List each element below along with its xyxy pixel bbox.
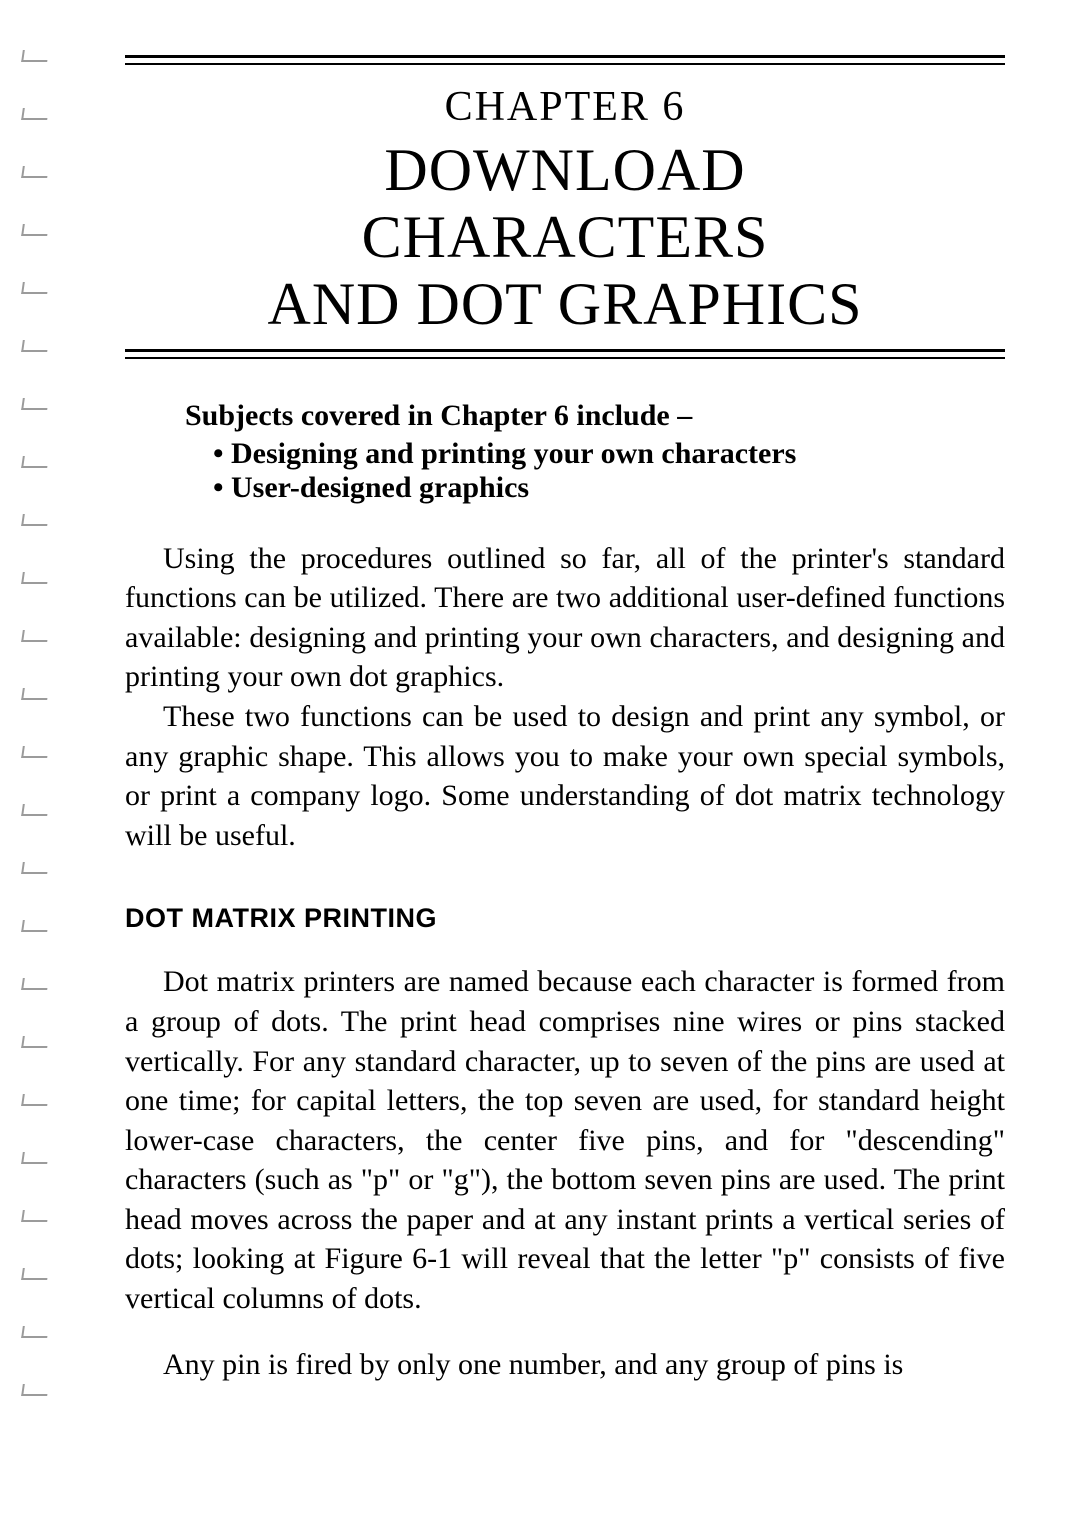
title-line-1: DOWNLOAD [125, 137, 1005, 204]
subjects-block: Subjects covered in Chapter 6 include – … [185, 399, 1005, 505]
content-area: CHAPTER 6 DOWNLOAD CHARACTERS AND DOT GR… [125, 55, 1005, 1384]
section-paragraph-2: Any pin is fired by only one number, and… [125, 1345, 1005, 1385]
title-line-2: CHARACTERS [125, 204, 1005, 271]
title-bottom-double-rule [125, 349, 1005, 359]
subjects-heading: Subjects covered in Chapter 6 include – [185, 399, 1005, 433]
title-line-3: AND DOT GRAPHICS [125, 271, 1005, 338]
intro-paragraph-2: These two functions can be used to desig… [125, 697, 1005, 855]
page: CHAPTER 6 DOWNLOAD CHARACTERS AND DOT GR… [0, 0, 1080, 1528]
top-double-rule [125, 55, 1005, 65]
subjects-item-1: Designing and printing your own characte… [213, 437, 1005, 471]
paragraph-gap [125, 1319, 1005, 1345]
section-paragraph-1: Dot matrix printers are named because ea… [125, 962, 1005, 1318]
chapter-label: CHAPTER 6 [125, 83, 1005, 131]
binding-marks [0, 0, 55, 1528]
subjects-item-2: User-designed graphics [213, 471, 1005, 505]
intro-paragraph-1: Using the procedures outlined so far, al… [125, 539, 1005, 697]
section-heading-dot-matrix: DOT MATRIX PRINTING [125, 903, 1005, 934]
subjects-list: Designing and printing your own characte… [185, 437, 1005, 505]
